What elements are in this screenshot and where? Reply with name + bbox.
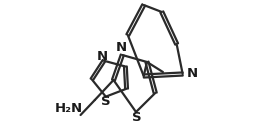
Text: N: N: [96, 50, 107, 63]
Text: H₂N: H₂N: [54, 102, 83, 115]
Text: S: S: [131, 111, 141, 124]
Text: N: N: [186, 67, 198, 80]
Text: N: N: [115, 41, 126, 54]
Text: S: S: [101, 95, 110, 108]
